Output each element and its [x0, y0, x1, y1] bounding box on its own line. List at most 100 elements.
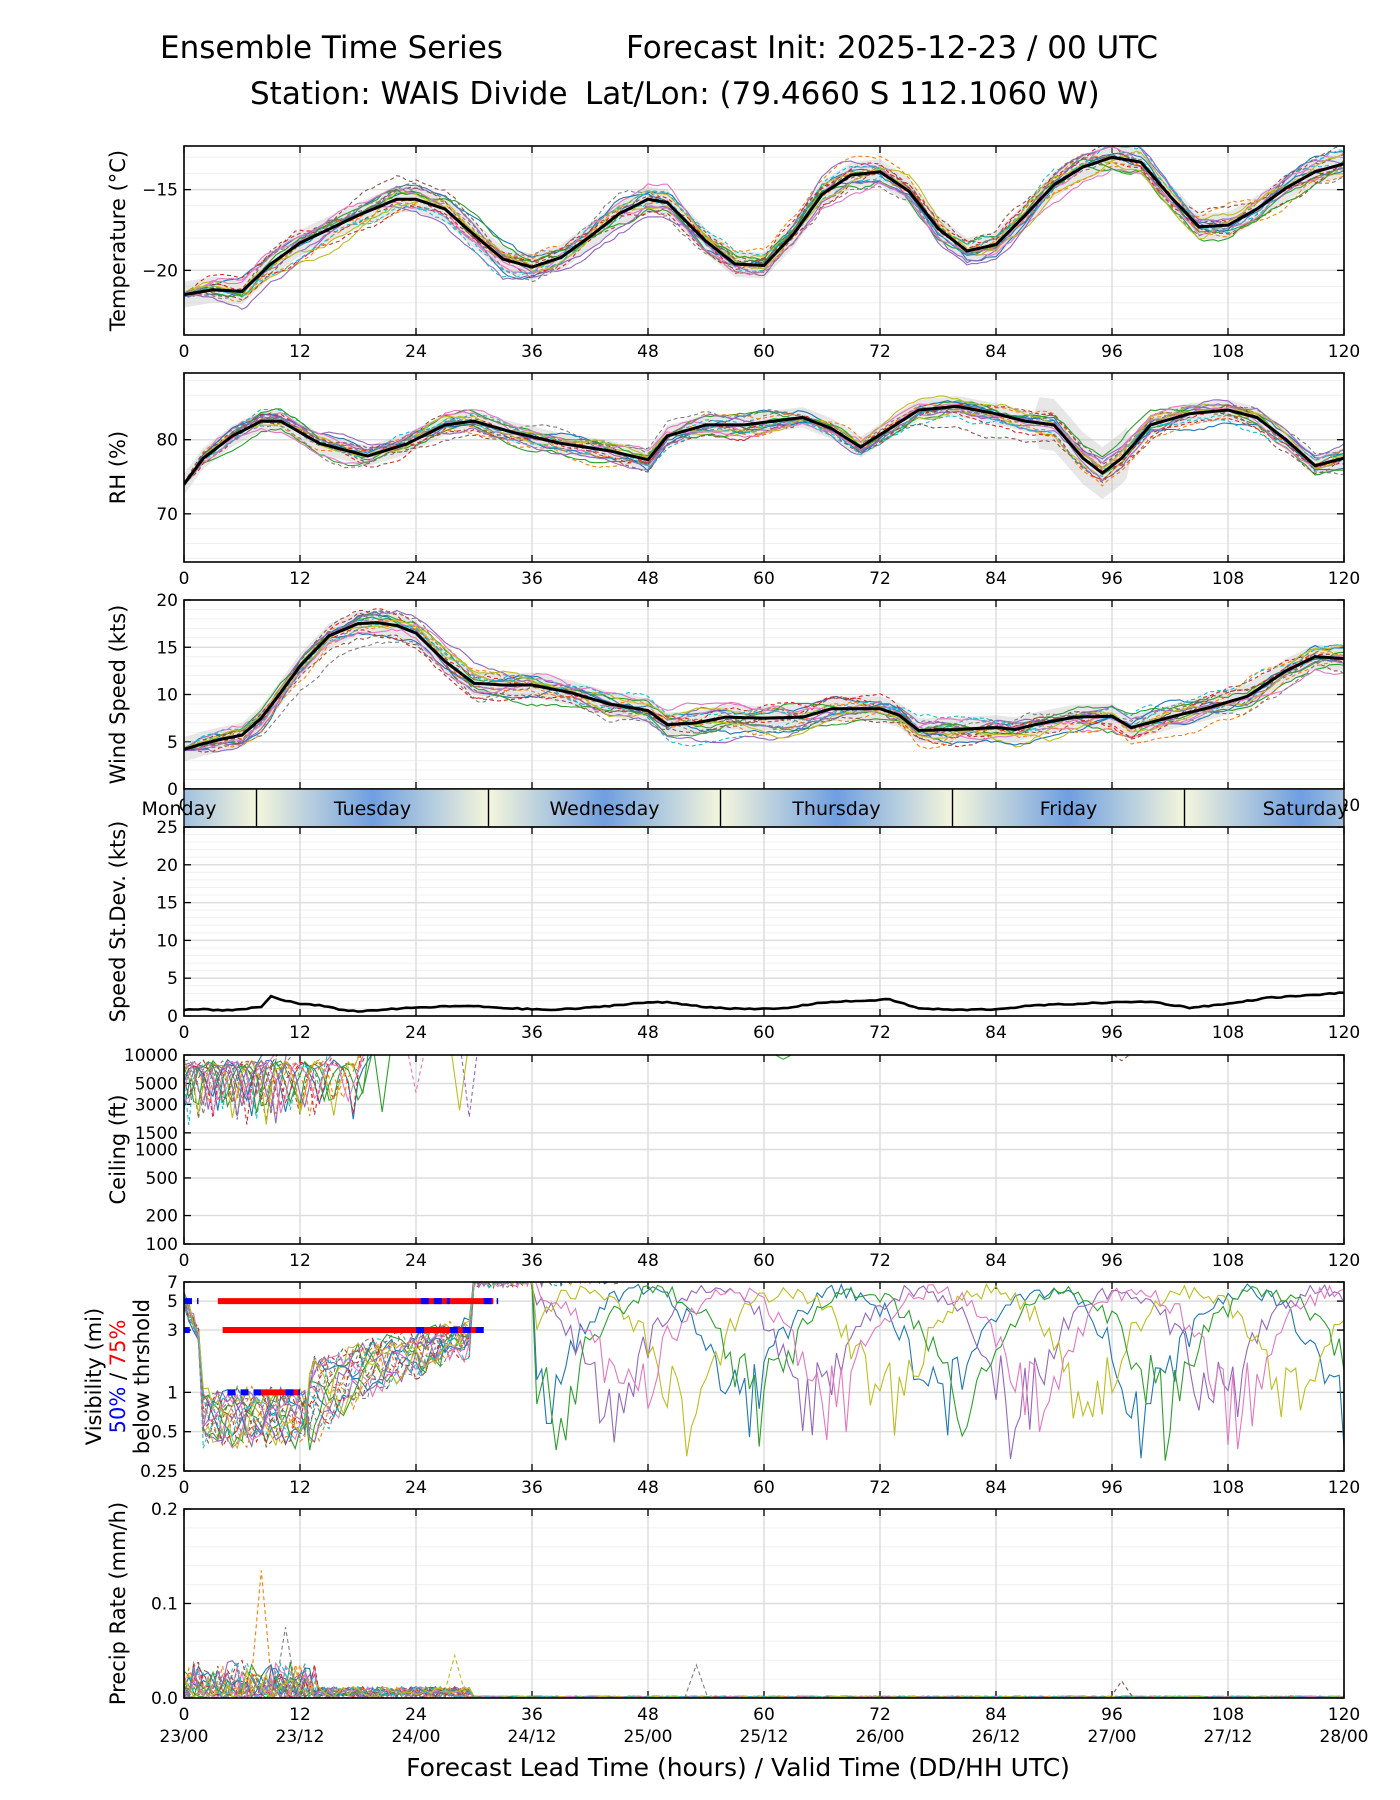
member-line: [184, 152, 1344, 294]
title-right: Forecast Init: 2025-12-23 / 00 UTC: [626, 30, 1158, 66]
x-tick-label: 0: [179, 569, 190, 589]
y-tick-label: 15: [156, 638, 178, 658]
member-line: [184, 1055, 364, 1115]
member-line: [184, 1282, 1344, 1461]
x-tick-label: 120: [1328, 1023, 1360, 1043]
member-line: [184, 152, 1344, 295]
y-tick-label: 0.5: [151, 1423, 178, 1443]
y-tick-label: 5000: [135, 1074, 178, 1094]
x-tick-label: 48: [637, 1251, 659, 1271]
member-spike: [1113, 1055, 1130, 1062]
y-tick-label: 0: [167, 780, 178, 800]
y-tick-label: 10: [156, 931, 178, 951]
y-tick-label: 1000: [135, 1141, 178, 1161]
member-line: [184, 1055, 373, 1114]
x-tick-label: 36: [521, 1023, 543, 1043]
x-tick-label: 48: [637, 1478, 659, 1498]
frame-rh: [183, 372, 1345, 563]
member-line: [184, 395, 1344, 485]
x-tick-label: 120: [1328, 342, 1360, 362]
x-tick-label: 84: [985, 569, 1007, 589]
x-tick-label: 96: [1101, 1023, 1123, 1043]
member-spike: [451, 1055, 468, 1111]
y-axis-label: RH (%): [106, 431, 130, 504]
y-axis-label-part: /: [106, 1366, 130, 1386]
x-tick-label: 84: [985, 1705, 1007, 1725]
x-tick-label: 48: [637, 342, 659, 362]
series-wind_speed: [184, 607, 1344, 762]
y-tick-label: 20: [156, 591, 178, 611]
y-tick-label: 1: [167, 1383, 178, 1403]
valid-time-label: 26/00: [856, 1727, 905, 1747]
x-tick-label: 12: [289, 1023, 311, 1043]
day-label: Saturday: [1263, 798, 1349, 820]
x-tick-label: 12: [289, 1478, 311, 1498]
day-label: Friday: [1040, 798, 1098, 820]
valid-time-label: 24/12: [508, 1727, 557, 1747]
y-tick-label: 200: [146, 1207, 178, 1227]
panel-rh: 70 80 0 12 24 36 48 60 72 84 96 108 120: [156, 373, 1360, 589]
x-tick-label: 24: [405, 569, 427, 589]
valid-time-label: 25/12: [740, 1727, 789, 1747]
x-tick-label: 120: [1328, 1705, 1360, 1725]
x-tick-label: 96: [1101, 1478, 1123, 1498]
x-tick-label: 96: [1101, 569, 1123, 589]
member-line: [184, 150, 1344, 297]
ensemble-mean-line: [184, 155, 1344, 297]
y-axis-label: Temperature (°C): [106, 150, 130, 332]
valid-time-label: 24/00: [392, 1727, 441, 1747]
x-tick-label: 36: [521, 1478, 543, 1498]
y-tick-label: 0: [167, 1007, 178, 1027]
member-line: [184, 629, 1344, 752]
x-tick-label: 108: [1212, 569, 1244, 589]
x-tick-label: 0: [179, 1705, 190, 1725]
title-left: Ensemble Time Series: [160, 30, 503, 66]
valid-time-label: 25/00: [624, 1727, 673, 1747]
y-tick-label: 0.2: [151, 1500, 178, 1520]
x-tick-label: 36: [521, 1251, 543, 1271]
x-tick-label: 36: [521, 342, 543, 362]
x-tick-label: 96: [1101, 1251, 1123, 1271]
ensemble-mean-line: [184, 621, 1344, 751]
day-bar: Monday Tuesday Wednesday Thursday Friday Satu…: [141, 788, 1349, 828]
station-label: Station: WAIS Divide: [250, 76, 568, 112]
precip-ylabel: Precip Rate (mm/h): [106, 1502, 130, 1705]
x-tick-label: 24: [405, 1478, 427, 1498]
member-line: [184, 1055, 361, 1125]
member-line: [184, 632, 1344, 752]
x-tick-label: 84: [985, 1023, 1007, 1043]
member-line: [184, 615, 1344, 750]
frame-temperature: [183, 145, 1345, 336]
member-line: [184, 1055, 360, 1117]
x-tick-label: 12: [289, 569, 311, 589]
x-tick-label: 72: [869, 1023, 891, 1043]
x-tick-label: 84: [985, 1478, 1007, 1498]
y-axis-label: 50% / 75%: [106, 1320, 130, 1434]
member-line: [184, 1282, 668, 1440]
y-axis-label-part: 75%: [106, 1320, 130, 1367]
member-line: [184, 1660, 1344, 1698]
y-axis-label: Speed St.Dev. (kts): [106, 821, 130, 1023]
member-line: [184, 146, 1344, 296]
member-line: [184, 1282, 1344, 1460]
x-tick-label: 12: [289, 342, 311, 362]
series-temperature: [184, 146, 1344, 311]
member-line: [184, 162, 1344, 294]
member-line: [184, 1282, 711, 1449]
frame-speed-stdev: [183, 826, 1345, 1017]
x-tick-label: 12: [289, 1705, 311, 1725]
x-tick-label: 48: [637, 569, 659, 589]
valid-time-label: 23/12: [276, 1727, 325, 1747]
valid-time-label: 28/00: [1320, 1727, 1369, 1747]
member-line: [184, 641, 1344, 750]
x-tick-label: 72: [869, 1705, 891, 1725]
member-spike: [775, 1055, 792, 1060]
x-tick-label: 96: [1101, 1705, 1123, 1725]
y-tick-label: 25: [156, 818, 178, 838]
member-line: [184, 1282, 678, 1448]
x-tick-label: 0: [179, 1023, 190, 1043]
member-line: [184, 146, 1344, 297]
member-line: [184, 1282, 586, 1443]
panel-speed_stdev: 0 5 10 15 20 25 0 12 24 36 48 60 72 84 96 108 120: [156, 818, 1360, 1043]
y-axis-label: Wind Speed (kts): [106, 605, 130, 785]
